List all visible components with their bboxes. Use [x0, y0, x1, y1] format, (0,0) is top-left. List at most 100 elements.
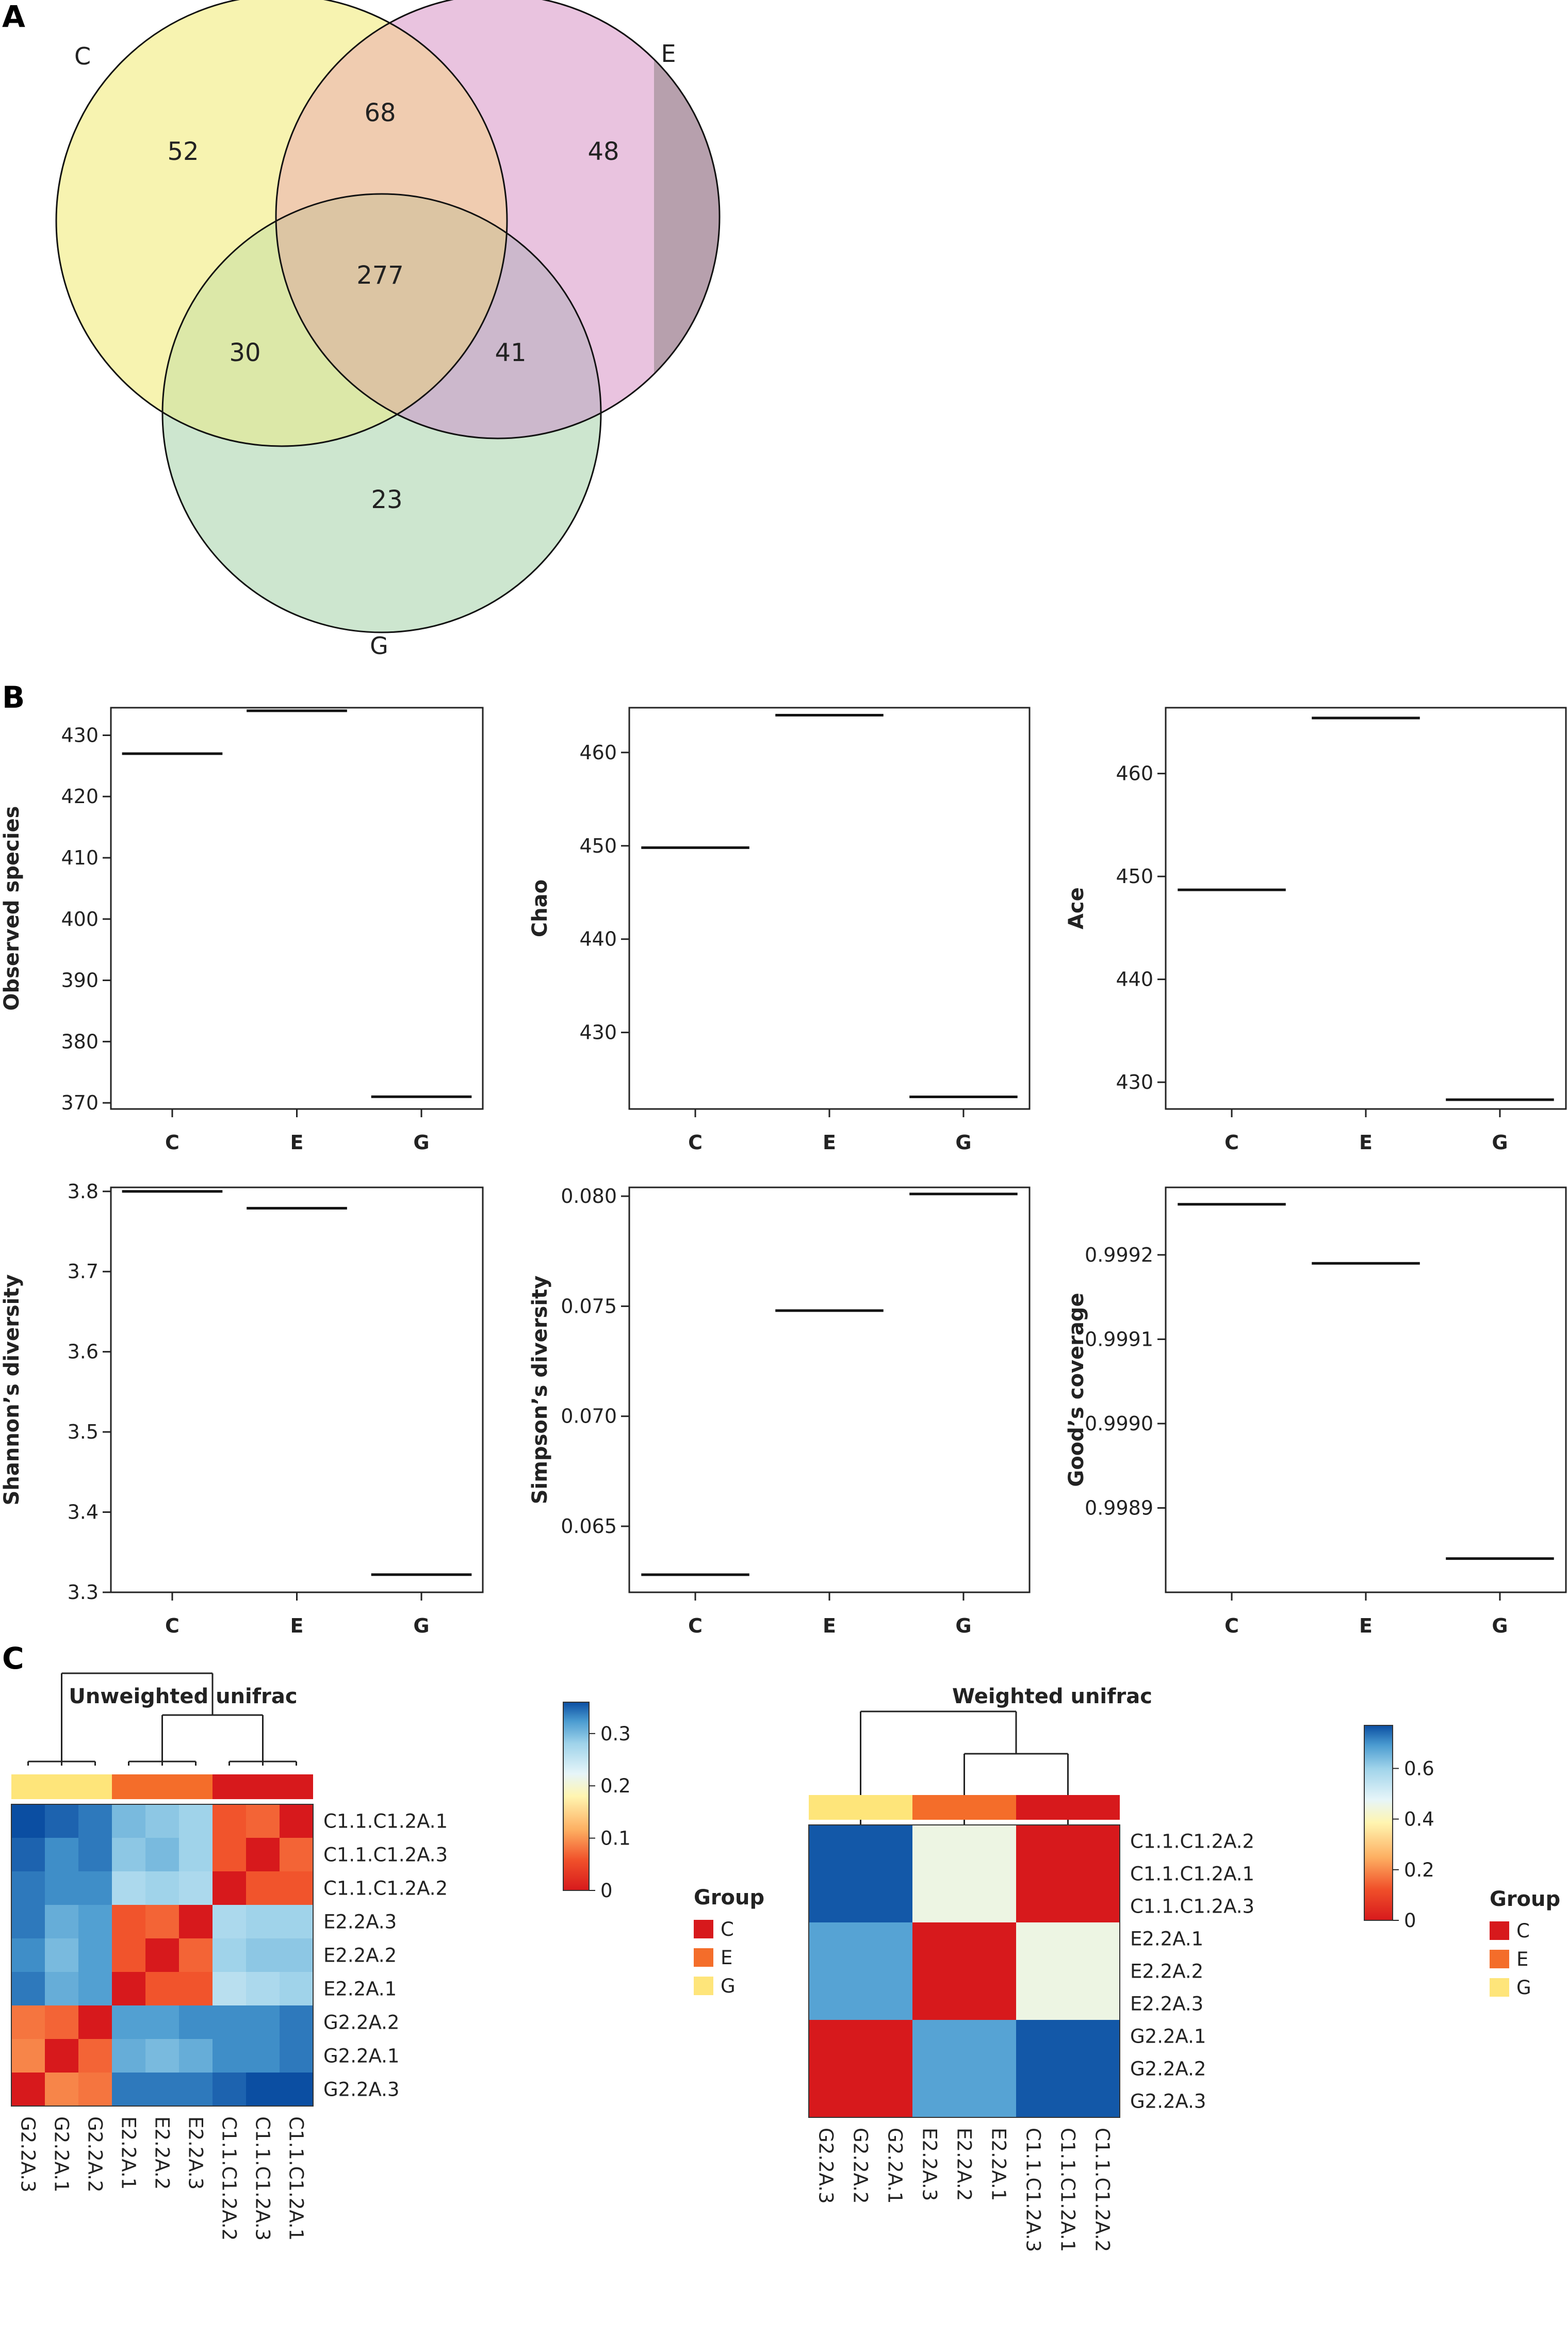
y-tick-label: 450 [1116, 865, 1153, 888]
x-tick-label: C [688, 1131, 703, 1154]
colorbar-tick-label: 0.3 [600, 1723, 631, 1745]
y-tick-label: 460 [579, 741, 617, 764]
y-tick-label: 3.5 [68, 1421, 99, 1443]
y-tick-label: 0.070 [561, 1405, 617, 1428]
venn-count-c-e: 68 [364, 99, 396, 127]
heatmap-cell [280, 2073, 314, 2107]
heatmap-cell [112, 1938, 146, 1972]
y-axis-label: Good’s coverage [1065, 1293, 1088, 1487]
heatmap-cell [912, 2085, 948, 2118]
heatmap-cell [1051, 1987, 1086, 2020]
group-bar-cell [982, 1795, 1016, 1820]
heatmap-cell [1016, 1922, 1051, 1955]
heatmap-cell [246, 1871, 280, 1905]
heatmap-border [11, 1804, 314, 2107]
heatmap-cell [280, 1871, 314, 1905]
venn-label-g: G [370, 632, 388, 660]
heatmap-cell [78, 1804, 112, 1838]
heatmap-title: Unweighted unifrac [69, 1685, 297, 1708]
row-label: G2.2A.1 [1130, 2026, 1206, 2048]
heatmap-cell [213, 2005, 247, 2040]
row-label: G2.2A.1 [323, 2045, 399, 2067]
alpha-plot-2: 430 440 450 460 C E G Chao [528, 707, 1031, 1154]
heatmap-cell [213, 2039, 247, 2073]
alpha-plot-6: 0.9989 0.9990 0.9991 0.9992 C E G Good’s covera… [1065, 1186, 1567, 1637]
group-bar-cell [145, 1774, 179, 1799]
heatmap-cell [145, 1871, 179, 1905]
col-label: C1.1.C1.2A.1 [1057, 2128, 1079, 2252]
heatmap-cell [78, 1972, 112, 2006]
x-tick-label: G [413, 1614, 429, 1637]
heatmap-cell [1085, 1857, 1120, 1890]
heatmap-cell [843, 1890, 878, 1923]
heatmap-cell [1051, 1857, 1086, 1890]
heatmap-cell [809, 1825, 844, 1858]
panel-label-b: B [2, 680, 25, 715]
legend-label-C: C [1516, 1920, 1530, 1942]
heatmap-cell [11, 2039, 45, 2073]
unifrac-heatmaps: Unweighted unifrac C1.1.C1.2A.1 C1.1.C1.2A… [11, 1672, 1560, 2252]
heatmap-cell [45, 1905, 79, 1939]
heatmap-cell [912, 1922, 948, 1955]
group-bar-cell [179, 1774, 213, 1799]
x-tick-label: G [955, 1614, 971, 1637]
heatmap-cell [179, 1905, 213, 1939]
heatmap-cell [982, 2052, 1017, 2085]
group-bar-cell [78, 1774, 112, 1799]
x-tick-label: C [688, 1614, 703, 1637]
group-bar-cell [45, 1774, 78, 1799]
y-axis-label: Observed species [0, 806, 24, 1011]
heatmap-cell [45, 2039, 79, 2073]
heatmap-cell [246, 1838, 280, 1872]
col-label: G2.2A.3 [815, 2128, 837, 2204]
heatmap-cell [78, 2005, 112, 2040]
heatmap-cell [179, 1838, 213, 1872]
heatmap-cell [982, 1857, 1017, 1890]
y-tick-label: 3.3 [68, 1581, 99, 1604]
heatmap-cell [112, 1871, 146, 1905]
venn-label-c: C [74, 42, 91, 70]
heatmap-cell [145, 2073, 179, 2107]
col-label: G2.2A.1 [884, 2128, 906, 2204]
heatmap-cell [112, 2005, 146, 2040]
heatmap-cell [1051, 2052, 1086, 2085]
row-label: G2.2A.2 [1130, 2058, 1206, 2080]
heatmap-cell [280, 2039, 314, 2073]
heatmap-cell [11, 1972, 45, 2006]
heatmap-cell [145, 1972, 179, 2006]
legend-swatch-E [1490, 1950, 1509, 1968]
x-tick-label: C [165, 1131, 179, 1154]
col-label: E2.2A.1 [118, 2116, 140, 2190]
heatmap-cell [45, 1972, 79, 2006]
y-tick-label: 420 [61, 785, 99, 808]
heatmap-cell [912, 1825, 948, 1858]
group-bar-cell [843, 1795, 878, 1820]
heatmap-cell [947, 1857, 982, 1890]
heatmap-cell [947, 1890, 982, 1923]
heatmap-cell [912, 2052, 948, 2085]
heatmap-cell [947, 1825, 982, 1858]
col-label: G2.2A.1 [51, 2116, 73, 2192]
col-label: G2.2A.2 [850, 2128, 872, 2204]
heatmap-cell [45, 2073, 79, 2107]
col-label: E2.2A.3 [185, 2116, 207, 2190]
group-bar-cell [809, 1795, 843, 1820]
heatmap-cell [912, 1955, 948, 1988]
y-tick-label: 410 [61, 846, 99, 869]
heatmap-cell [246, 1905, 280, 1939]
y-tick-label: 380 [61, 1030, 99, 1053]
heatmap-cell [78, 1938, 112, 1972]
heatmap-cell [45, 2005, 79, 2040]
heatmap-cell [843, 1987, 878, 2020]
venn-count-e-g: 41 [495, 338, 526, 367]
y-tick-label: 430 [61, 724, 99, 746]
col-label: C1.1.C1.2A.3 [252, 2116, 274, 2241]
row-label: G2.2A.3 [1130, 2091, 1206, 2113]
heatmap-cell [878, 1825, 913, 1858]
heatmap-cell [112, 2073, 146, 2107]
venn-outline-e [275, 0, 721, 439]
heatmap-cell [912, 1890, 948, 1923]
x-tick-label: C [1224, 1614, 1239, 1637]
legend-swatch-G [694, 1977, 713, 1995]
venn-shaded-band [654, 0, 720, 438]
